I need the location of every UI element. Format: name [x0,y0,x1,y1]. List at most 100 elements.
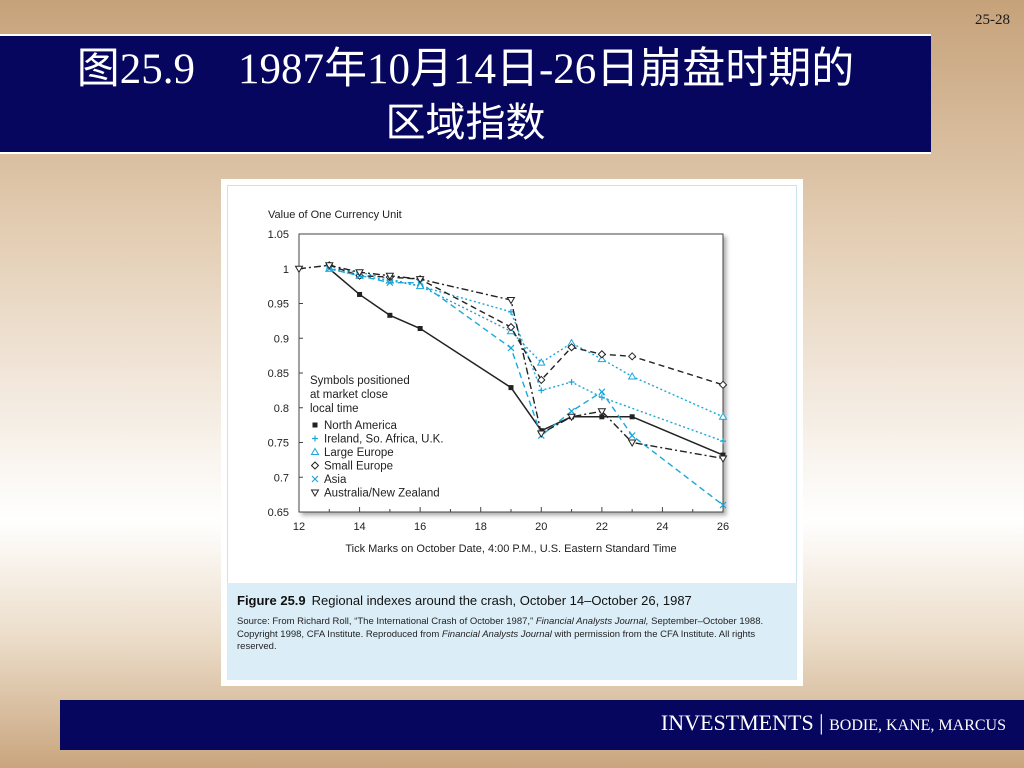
legend-header: at market close [310,389,388,401]
legend-marker [310,461,320,470]
series-5 [294,262,728,463]
legend-marker [310,489,320,497]
data-point [568,407,575,415]
series-line [329,268,724,506]
data-point [355,269,364,277]
title-bar: 图25.9 1987年10月14日-26日崩盘时期的 区域指数 [0,34,931,154]
page-number: 25-28 [975,12,1010,28]
footer-bar: INVESTMENTS | BODIE, KANE, MARCUS [60,700,1024,750]
y-tick-label: 0.9 [274,333,289,345]
data-point [508,385,514,391]
y-tick-label: 0.8 [274,403,289,415]
data-point [599,414,605,420]
data-point [507,344,515,352]
legend-entry: North America [324,420,397,432]
y-axis-label: Value of One Currency Unit [268,209,402,221]
y-tick-label: 0.7 [274,472,289,484]
legend-header: local time [310,403,359,415]
caption-title: Figure 25.9 Regional indexes around the c… [237,593,797,608]
legend-entry: Small Europe [324,461,393,473]
data-point [597,354,607,363]
plot-frame [298,233,724,513]
data-point [294,265,304,274]
data-point [537,375,546,385]
x-tick-label: 12 [293,521,305,533]
y-tick-label: 0.75 [268,438,289,450]
figure-caption: Figure 25.9 Regional indexes around the c… [227,583,797,680]
data-point [386,279,394,287]
data-point [567,413,576,422]
data-point [718,412,728,420]
data-point [415,276,425,284]
data-point [627,352,637,361]
legend-marker [310,447,320,455]
legend-header: Symbols positioned [310,375,410,387]
figure-panel: Value of One Currency Unit Tick Marks on … [221,179,803,686]
data-point [415,281,425,290]
data-point [629,414,635,420]
data-point [536,430,546,438]
data-point [536,358,546,366]
data-point [385,272,395,281]
legend-marker [312,435,318,442]
y-tick-label: 0.95 [268,299,289,311]
data-point [357,291,363,297]
source-part2: September–October 1988. Copyright 1998, … [237,616,764,640]
footer-text: INVESTMENTS | BODIE, KANE, MARCUS [661,710,1006,736]
series-line [329,264,724,386]
x-tick-label: 14 [353,521,365,533]
data-point [598,394,605,401]
legend-entry: Large Europe [324,447,394,459]
source-journal1: Financial Analysts Journal, [535,616,649,627]
regional-index-chart: Value of One Currency Unit Tick Marks on … [268,209,730,555]
caption-source: Source: From Richard Roll, “The Internat… [237,616,767,654]
legend-entry: Australia/New Zealand [324,488,440,500]
x-tick-label: 20 [535,521,547,533]
footer-authors: BODIE, KANE, MARCUS [829,717,1006,734]
data-point [506,322,516,332]
data-point [387,312,393,318]
data-point [568,379,575,386]
data-point [417,326,423,332]
data-point [718,380,728,390]
x-axis-label: Tick Marks on October Date, 4:00 P.M., U… [345,543,676,555]
data-point [506,297,516,305]
x-tick-label: 18 [475,521,487,533]
data-point [324,262,334,270]
source-journal2: Financial Analysts Journal [441,628,552,640]
series-4 [325,265,727,509]
x-tick-label: 16 [414,521,426,533]
data-point [718,455,728,463]
source-part3: with permission from the CFA Institute. … [237,628,756,653]
data-point [597,350,607,359]
data-point [720,438,726,445]
data-point [538,387,545,394]
source-part1: Source: From Richard Roll, “The Internat… [237,616,536,627]
caption-label: Figure 25.9 [237,593,306,608]
slide-title-line1: 图25.9 1987年10月14日-26日崩盘时期的 [76,46,855,93]
data-point [719,501,727,509]
x-tick-label: 22 [596,521,608,533]
series-line [329,268,724,442]
footer-main: INVESTMENTS | [660,710,830,735]
data-point [627,371,637,380]
x-tick-label: 24 [656,521,668,533]
data-point [627,439,637,447]
series-line [329,268,724,418]
series-line [328,268,724,456]
y-tick-label: 1.05 [268,229,289,241]
x-tick-label: 26 [717,521,729,533]
slide-title-line2: 区域指数 [385,100,546,146]
data-point [567,343,576,352]
data-point [597,408,607,416]
y-tick-label: 0.65 [268,507,289,519]
data-point [720,452,726,458]
legend-entry: Asia [324,474,347,486]
caption-text: Regional indexes around the crash, Octob… [311,593,692,608]
legend-marker [312,422,318,428]
data-point [598,388,606,396]
y-tick-label: 0.85 [268,368,289,380]
legend-marker [311,475,319,483]
legend-entry: Ireland, So. Africa, U.K. [324,434,444,446]
data-point [628,432,636,439]
